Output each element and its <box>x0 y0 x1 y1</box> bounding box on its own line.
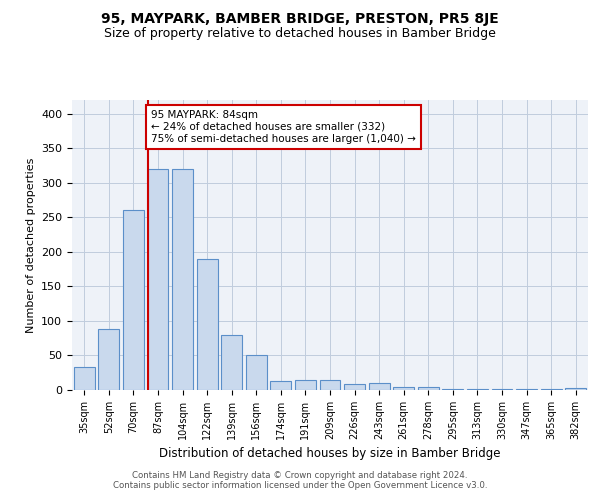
Bar <box>368 383 389 390</box>
Bar <box>148 169 169 390</box>
Bar <box>74 366 95 390</box>
Bar <box>295 380 316 390</box>
Bar <box>246 355 267 390</box>
Bar <box>565 388 586 390</box>
Bar <box>271 381 292 390</box>
Text: Contains HM Land Registry data © Crown copyright and database right 2024.
Contai: Contains HM Land Registry data © Crown c… <box>113 470 487 490</box>
Bar <box>442 388 463 390</box>
Bar <box>172 169 193 390</box>
Text: 95, MAYPARK, BAMBER BRIDGE, PRESTON, PR5 8JE: 95, MAYPARK, BAMBER BRIDGE, PRESTON, PR5… <box>101 12 499 26</box>
Bar <box>221 335 242 390</box>
Bar <box>418 387 439 390</box>
Bar <box>123 210 144 390</box>
Y-axis label: Number of detached properties: Number of detached properties <box>26 158 35 332</box>
Bar <box>393 386 414 390</box>
Bar <box>197 259 218 390</box>
Bar <box>320 380 340 390</box>
Bar <box>344 384 365 390</box>
Text: 95 MAYPARK: 84sqm
← 24% of detached houses are smaller (332)
75% of semi-detache: 95 MAYPARK: 84sqm ← 24% of detached hous… <box>151 110 416 144</box>
Text: Size of property relative to detached houses in Bamber Bridge: Size of property relative to detached ho… <box>104 28 496 40</box>
X-axis label: Distribution of detached houses by size in Bamber Bridge: Distribution of detached houses by size … <box>159 448 501 460</box>
Bar <box>98 329 119 390</box>
Bar <box>467 388 488 390</box>
